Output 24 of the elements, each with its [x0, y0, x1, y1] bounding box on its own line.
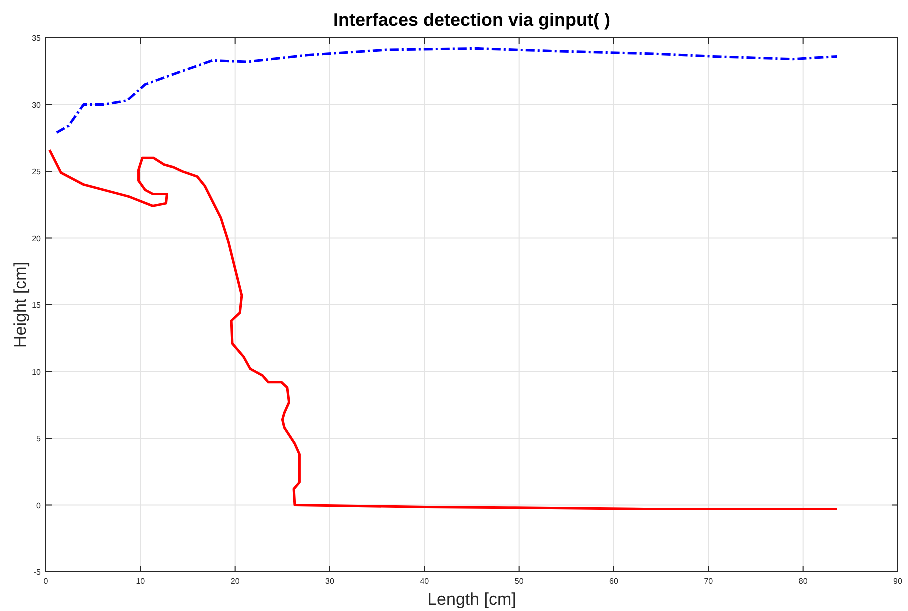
- x-tick-label: 50: [514, 577, 524, 586]
- y-tick-label: 20: [32, 234, 42, 244]
- y-tick-label: 5: [36, 434, 42, 444]
- x-tick-label: 0: [44, 577, 49, 586]
- x-tick-label: 30: [326, 577, 335, 586]
- x-tick-label: 60: [610, 577, 619, 586]
- x-tick-label: 70: [704, 577, 714, 586]
- y-tick-label: -5: [34, 568, 42, 577]
- x-tick-label: 10: [136, 577, 146, 586]
- y-axis-title: Height [cm]: [11, 262, 30, 348]
- x-tick-label: 20: [230, 577, 240, 586]
- x-tick-label: 90: [894, 577, 903, 586]
- y-tick-label: 25: [32, 168, 42, 176]
- x-tick-label: 80: [798, 577, 808, 586]
- y-tick-label: 0: [36, 501, 42, 510]
- line-series: [48, 148, 839, 511]
- y-tick-label: 10: [32, 368, 42, 377]
- y-tick-label: 15: [32, 301, 42, 310]
- y-tick-label: 35: [32, 34, 42, 43]
- x-axis-title: Length [cm]: [428, 590, 516, 609]
- y-tick-label: 30: [32, 100, 42, 110]
- chart-title: Interfaces detection via ginput( ): [333, 10, 611, 30]
- line-series: [56, 47, 839, 134]
- x-tick-label: 40: [420, 577, 430, 586]
